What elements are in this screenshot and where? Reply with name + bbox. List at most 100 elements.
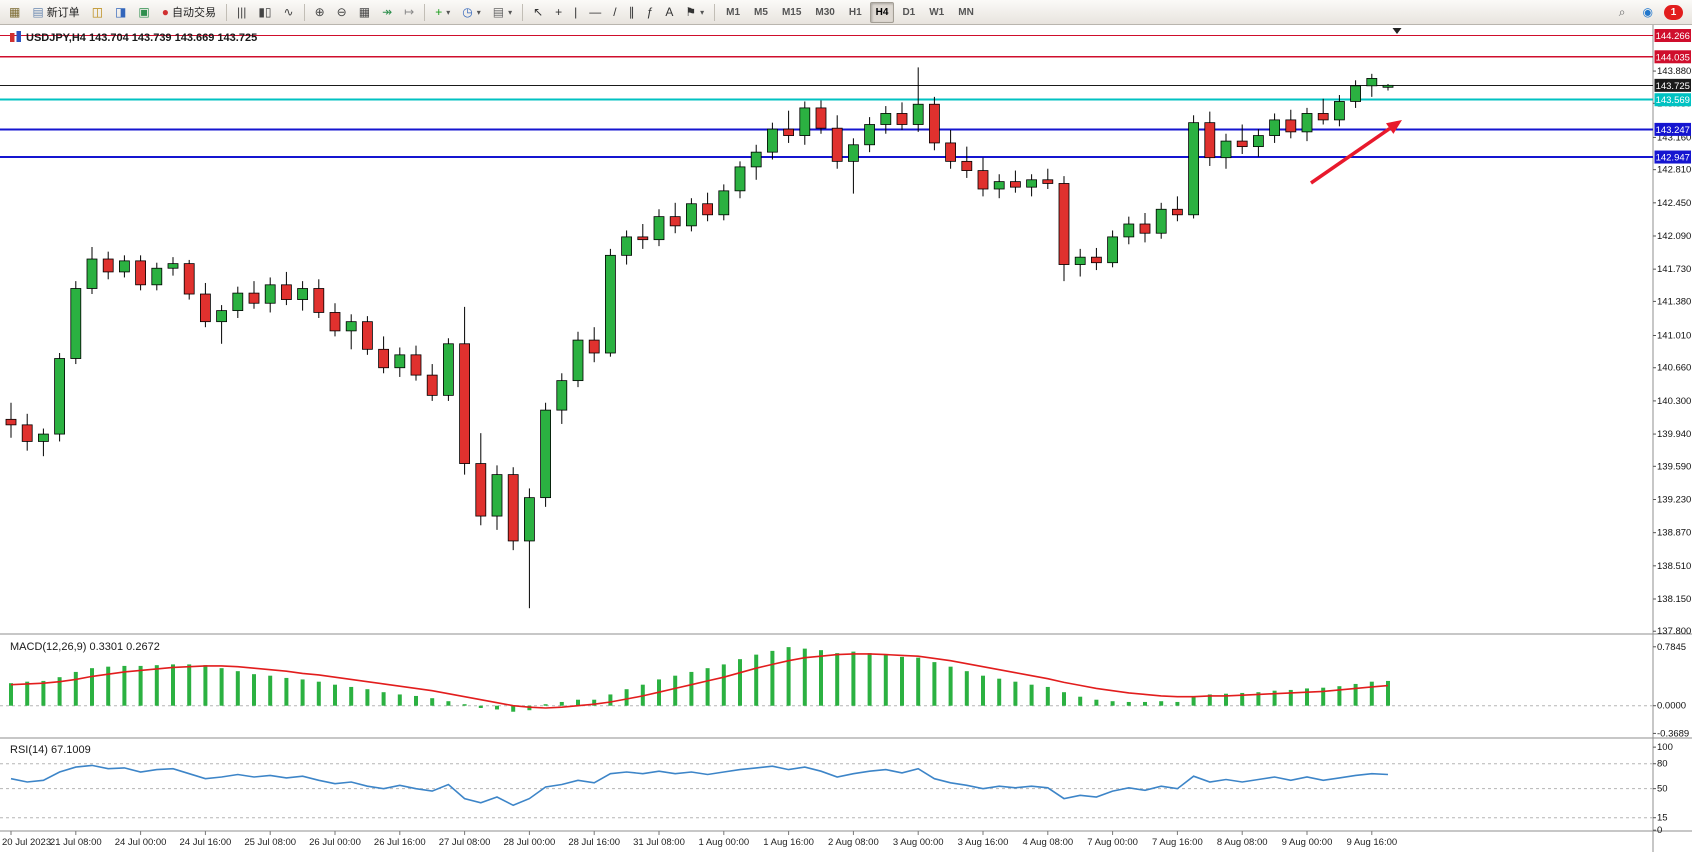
new-chart-button[interactable]: ▦ — [4, 1, 25, 23]
down-marker[interactable] — [1392, 28, 1402, 34]
annotations — [1310, 28, 1402, 185]
price-axis[interactable]: 143.880143.530143.160142.810142.450142.0… — [1653, 66, 1691, 637]
new-order-button-label: 新订单 — [46, 7, 80, 19]
crosshair-button[interactable]: + — [550, 1, 567, 23]
candlestick-chart-button[interactable]: ▮▯ — [253, 1, 276, 23]
price-axis-label: 138.150 — [1657, 594, 1691, 605]
price-tag-label: 144.035 — [1656, 52, 1690, 63]
time-axis-label: 20 Jul 2023 — [2, 837, 51, 848]
toolbar-separator — [424, 3, 426, 21]
timeframe-d1[interactable]: D1 — [902, 6, 916, 18]
zoom-in-button[interactable]: ⊕ — [310, 1, 330, 23]
symbol-icon — [10, 31, 21, 42]
time-axis-label: 8 Aug 08:00 — [1217, 837, 1268, 848]
time-axis-label: 2 Aug 08:00 — [828, 837, 879, 848]
tile-windows-icon: ▦ — [358, 5, 371, 19]
toolbar-separator — [225, 3, 227, 21]
terminal-button[interactable]: ▣ — [133, 1, 154, 23]
time-axis-label: 9 Aug 16:00 — [1346, 837, 1397, 848]
community-button[interactable]: ◉ — [1638, 1, 1658, 23]
timeframe-h4[interactable]: H4 — [869, 1, 895, 23]
time-axis-label: 24 Jul 16:00 — [180, 837, 232, 848]
time-axis-label: 25 Jul 08:00 — [244, 837, 296, 848]
templates-button[interactable]: ▤ ▾ — [488, 1, 517, 23]
price-axis-label: 142.450 — [1657, 198, 1691, 209]
price-axis-label: 140.660 — [1657, 363, 1691, 374]
time-axis-label: 7 Aug 16:00 — [1152, 837, 1203, 848]
chevron-down-icon: ▾ — [508, 7, 513, 17]
timeframe-mn[interactable]: MN — [958, 6, 974, 18]
chevron-down-icon: ▾ — [476, 7, 481, 17]
toolbar: ▦ ▤ 新订单 ◫ ◨ ▣ ● 自动交易 ||| ▮▯ ∿ ⊕ ⊖ ▦ ↠ ↦ + ▾ ◷ ▾ ▤ ▾ ↖ + | — / ∥ ƒ A ⚑ ▾… — [0, 0, 1692, 25]
macd-signal-line — [10, 653, 1389, 709]
chart-title: USDJPY,H4 143.704 143.739 143.669 143.72… — [26, 32, 257, 44]
price-axis-label: 142.810 — [1657, 165, 1691, 176]
bar-chart-button[interactable]: ||| — [232, 1, 251, 23]
price-axis-label: 138.870 — [1657, 528, 1691, 539]
rsi-axis-label: 100 — [1657, 742, 1673, 753]
zoom-out-button[interactable]: ⊖ — [332, 1, 352, 23]
search-button[interactable]: ⌕ — [1614, 1, 1631, 23]
price-axis-label: 138.510 — [1657, 561, 1691, 572]
timeframe-m30[interactable]: M30 — [815, 6, 835, 18]
toolbar-separator — [714, 3, 716, 21]
cursor-button[interactable]: ↖ — [528, 1, 548, 23]
macd-label: MACD(12,26,9) 0.3301 0.2672 — [10, 641, 160, 653]
tile-windows-button[interactable]: ▦ — [354, 1, 375, 23]
notification-badge[interactable]: 1 — [1664, 4, 1683, 20]
periods-icon: ◷ — [462, 5, 473, 19]
timeframe-h1[interactable]: H1 — [848, 6, 862, 18]
time-axis-label: 26 Jul 00:00 — [309, 837, 361, 848]
time-axis-label: 28 Jul 16:00 — [568, 837, 620, 848]
templates-icon: ▤ — [492, 5, 505, 19]
text-button[interactable]: A — [660, 1, 678, 23]
candlestick-chart-icon: ▮▯ — [258, 5, 272, 19]
time-axis-label: 26 Jul 16:00 — [374, 837, 426, 848]
new-order-button[interactable]: ▤ 新订单 — [27, 1, 84, 23]
timeframe-m1[interactable]: M1 — [726, 6, 741, 18]
panel-separators — [0, 25, 1692, 852]
price-axis-label: 141.010 — [1657, 330, 1691, 341]
rsi-label: RSI(14) 67.1009 — [10, 744, 91, 756]
trendline-button[interactable]: / — [608, 1, 621, 23]
time-axis-label: 1 Aug 16:00 — [763, 837, 814, 848]
time-axis-label: 7 Aug 00:00 — [1087, 837, 1138, 848]
periods-button[interactable]: ◷ ▾ — [457, 1, 486, 23]
time-axis-label: 27 Jul 08:00 — [439, 837, 491, 848]
trend-arrow-head[interactable] — [1386, 120, 1402, 134]
time-axis-label: 28 Jul 00:00 — [504, 837, 556, 848]
price-axis-label: 140.300 — [1657, 396, 1691, 407]
fibonacci-button[interactable]: ƒ — [642, 1, 659, 23]
timeframe-m15[interactable]: M15 — [781, 6, 802, 18]
market-watch-icon: ◫ — [91, 5, 104, 19]
arrow-label-button[interactable]: ⚑ ▾ — [680, 1, 709, 23]
auto-scroll-button[interactable]: ↠ — [377, 1, 397, 23]
equidistant-channel-button[interactable]: ∥ — [624, 1, 640, 23]
horizontal-line-button[interactable]: — — [584, 1, 606, 23]
equidistant-channel-icon: ∥ — [628, 5, 635, 19]
line-chart-button[interactable]: ∿ — [279, 1, 299, 23]
indicators-button[interactable]: + ▾ — [430, 1, 455, 23]
price-axis-label: 139.590 — [1657, 461, 1691, 472]
timeframe-m5[interactable]: M5 — [754, 6, 768, 18]
new-chart-icon: ▦ — [9, 5, 21, 19]
candlestick-series — [5, 67, 1394, 609]
macd-axis-label: 0.0000 — [1657, 701, 1686, 712]
timeframe-w1[interactable]: W1 — [929, 6, 945, 18]
price-axis-label: 139.230 — [1657, 494, 1691, 505]
macd-axis-label: 0.7845 — [1657, 642, 1686, 653]
price-axis-label: 141.730 — [1657, 264, 1691, 275]
navigator-button[interactable]: ◨ — [110, 1, 131, 23]
chart-shift-button[interactable]: ↦ — [399, 1, 419, 23]
horizontal-line-icon: — — [589, 5, 602, 19]
price-tag-label: 142.947 — [1656, 153, 1690, 164]
vertical-line-button[interactable]: | — [569, 1, 582, 23]
market-watch-button[interactable]: ◫ — [87, 1, 108, 23]
auto-trading-button[interactable]: ● 自动交易 — [157, 1, 221, 23]
macd-panel: 0.7845 0.0000 -0.3689 — [0, 642, 1689, 739]
trend-arrow[interactable] — [1310, 127, 1391, 185]
price-axis-label: 142.090 — [1657, 231, 1691, 242]
time-axis-label: 1 Aug 00:00 — [698, 837, 749, 848]
